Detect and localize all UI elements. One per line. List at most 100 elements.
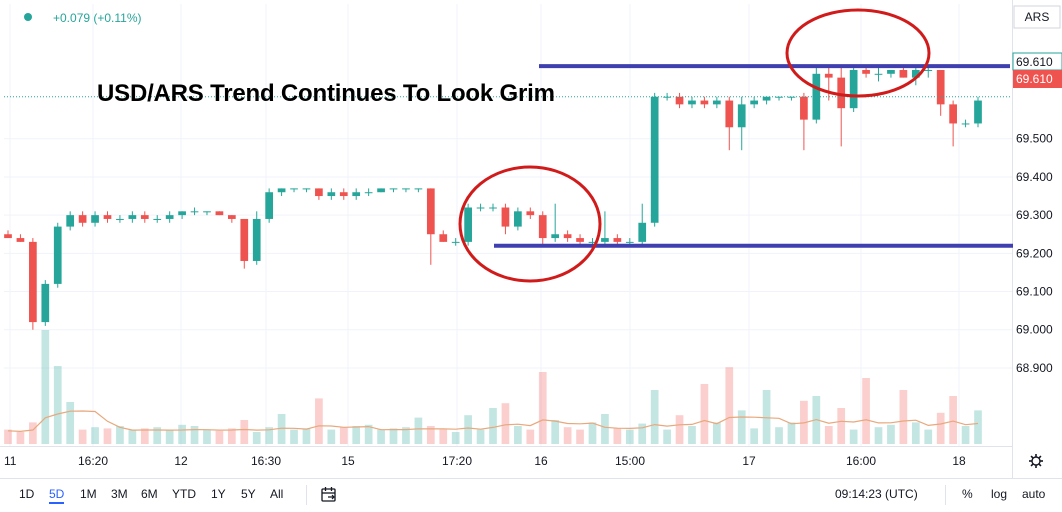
volume-bar	[215, 430, 224, 444]
candle-body	[227, 215, 236, 219]
volume-bar	[775, 427, 783, 444]
volume-moving-average	[7, 410, 979, 433]
candle-body	[190, 211, 199, 213]
volume-bar	[625, 429, 634, 444]
range-1d-button[interactable]: 1D	[19, 487, 35, 501]
time-tick-label: 18	[952, 454, 966, 468]
volume-bar	[165, 429, 174, 444]
range-3m-button[interactable]: 3M	[111, 487, 128, 501]
volume-bar	[638, 423, 647, 444]
candle-body	[91, 215, 99, 223]
candle-body	[725, 100, 734, 128]
volume-bar	[16, 432, 25, 444]
candle-body	[625, 241, 634, 243]
bottom-toolbar: 1D 5D 1M 3M 6M YTD 1Y 5Y All 09:14:23 (U…	[0, 478, 1062, 512]
range-5y-button[interactable]: 5Y	[241, 487, 256, 501]
candle-body	[66, 215, 75, 227]
candle-body	[489, 207, 497, 209]
chart-canvas[interactable]: ARS 69.500 69.400 69.300 69.200 69.100 69.000 6…	[0, 0, 1062, 478]
volume-bar	[265, 427, 274, 444]
volume-bar	[837, 408, 846, 444]
toolbar-divider	[306, 485, 307, 505]
symbol-badge[interactable]	[1013, 5, 1061, 29]
volume-bar	[489, 408, 497, 444]
gear-icon-ring	[1031, 456, 1041, 466]
volume-bar	[252, 432, 261, 444]
price-change: +0.079 (+0.11%)	[53, 11, 142, 25]
gear-icon[interactable]	[1029, 454, 1043, 468]
candle-body	[426, 188, 435, 235]
calendar-range-icon[interactable]	[320, 486, 338, 504]
volume-bar	[66, 402, 75, 444]
volume-bar	[974, 410, 982, 444]
candle-body	[439, 234, 448, 242]
candle-body	[812, 73, 821, 120]
volume-bar	[277, 414, 286, 444]
volume-bar	[501, 403, 510, 444]
candle-body	[165, 215, 174, 219]
candle-body	[874, 73, 883, 75]
gear-icon-tooth	[1030, 463, 1034, 467]
volume-bar	[762, 390, 771, 444]
range-5d-button[interactable]: 5D	[49, 487, 65, 504]
gear-icon-tooth	[1038, 463, 1042, 467]
close-price-label: 69.610	[1016, 72, 1053, 86]
price-tick-label: 69.400	[1016, 170, 1053, 184]
utc-clock: 09:14:23 (UTC)	[835, 487, 918, 501]
candle-body	[327, 192, 336, 197]
range-1m-button[interactable]: 1M	[80, 487, 97, 501]
volume-bar	[103, 428, 112, 444]
volume-bar	[91, 427, 99, 444]
price-scale: ARS 69.500 69.400 69.300 69.200 69.100 69.000 6…	[1012, 0, 1062, 478]
price-tick-label: 69.500	[1016, 132, 1053, 146]
time-tick-label: 11	[4, 454, 17, 468]
candle-body	[576, 238, 584, 242]
candle-body	[750, 100, 759, 105]
last-price-label: 69.610	[1016, 55, 1053, 69]
volume-bar	[41, 330, 50, 444]
candle-body	[849, 69, 858, 109]
candle-body	[203, 211, 211, 213]
volume-bar	[140, 428, 149, 444]
candle-body	[899, 69, 908, 78]
candle-body	[389, 188, 398, 190]
volume-bar	[439, 429, 448, 444]
volume-bar	[924, 429, 933, 444]
candle-body	[787, 96, 796, 98]
price-tick-label: 68.900	[1016, 361, 1053, 375]
volume-bar	[700, 384, 709, 444]
volume-bar	[53, 366, 62, 444]
volume-bar	[203, 429, 211, 444]
candle-body	[762, 96, 771, 101]
overlay-title: USD/ARS Trend Continues To Look Grim	[97, 80, 555, 107]
candle-body	[737, 104, 746, 128]
volume-bar	[824, 426, 833, 444]
volume-bar	[29, 422, 37, 444]
volume-bar	[862, 378, 870, 444]
auto-scale-button[interactable]: auto	[1022, 487, 1046, 501]
volume-bar	[576, 429, 584, 444]
volume-bar	[551, 420, 560, 444]
candle-body	[800, 96, 808, 120]
volume-bar	[588, 422, 597, 444]
volume-bar	[315, 398, 323, 444]
volume-bar	[849, 429, 858, 444]
candle-body	[551, 234, 560, 239]
time-axis: 11 16:20 12 16:30 15 17:20 16 15:00 17 16:00 18	[4, 454, 1043, 468]
volume-bar	[663, 429, 671, 444]
range-ytd-button[interactable]: YTD	[172, 487, 196, 501]
range-6m-button[interactable]: 6M	[141, 487, 158, 501]
candle-body	[215, 211, 224, 216]
volume-bar	[190, 426, 199, 444]
volume-bars	[4, 330, 982, 444]
percent-scale-button[interactable]: %	[962, 487, 973, 501]
candle-body	[974, 100, 982, 124]
range-1y-button[interactable]: 1Y	[211, 487, 226, 501]
range-all-button[interactable]: All	[270, 487, 284, 501]
volume-bar	[178, 424, 186, 444]
candle-body	[116, 218, 124, 220]
volume-bar	[377, 429, 385, 444]
candle-body	[128, 215, 137, 219]
volume-bar	[887, 424, 895, 444]
log-scale-button[interactable]: log	[991, 487, 1008, 501]
